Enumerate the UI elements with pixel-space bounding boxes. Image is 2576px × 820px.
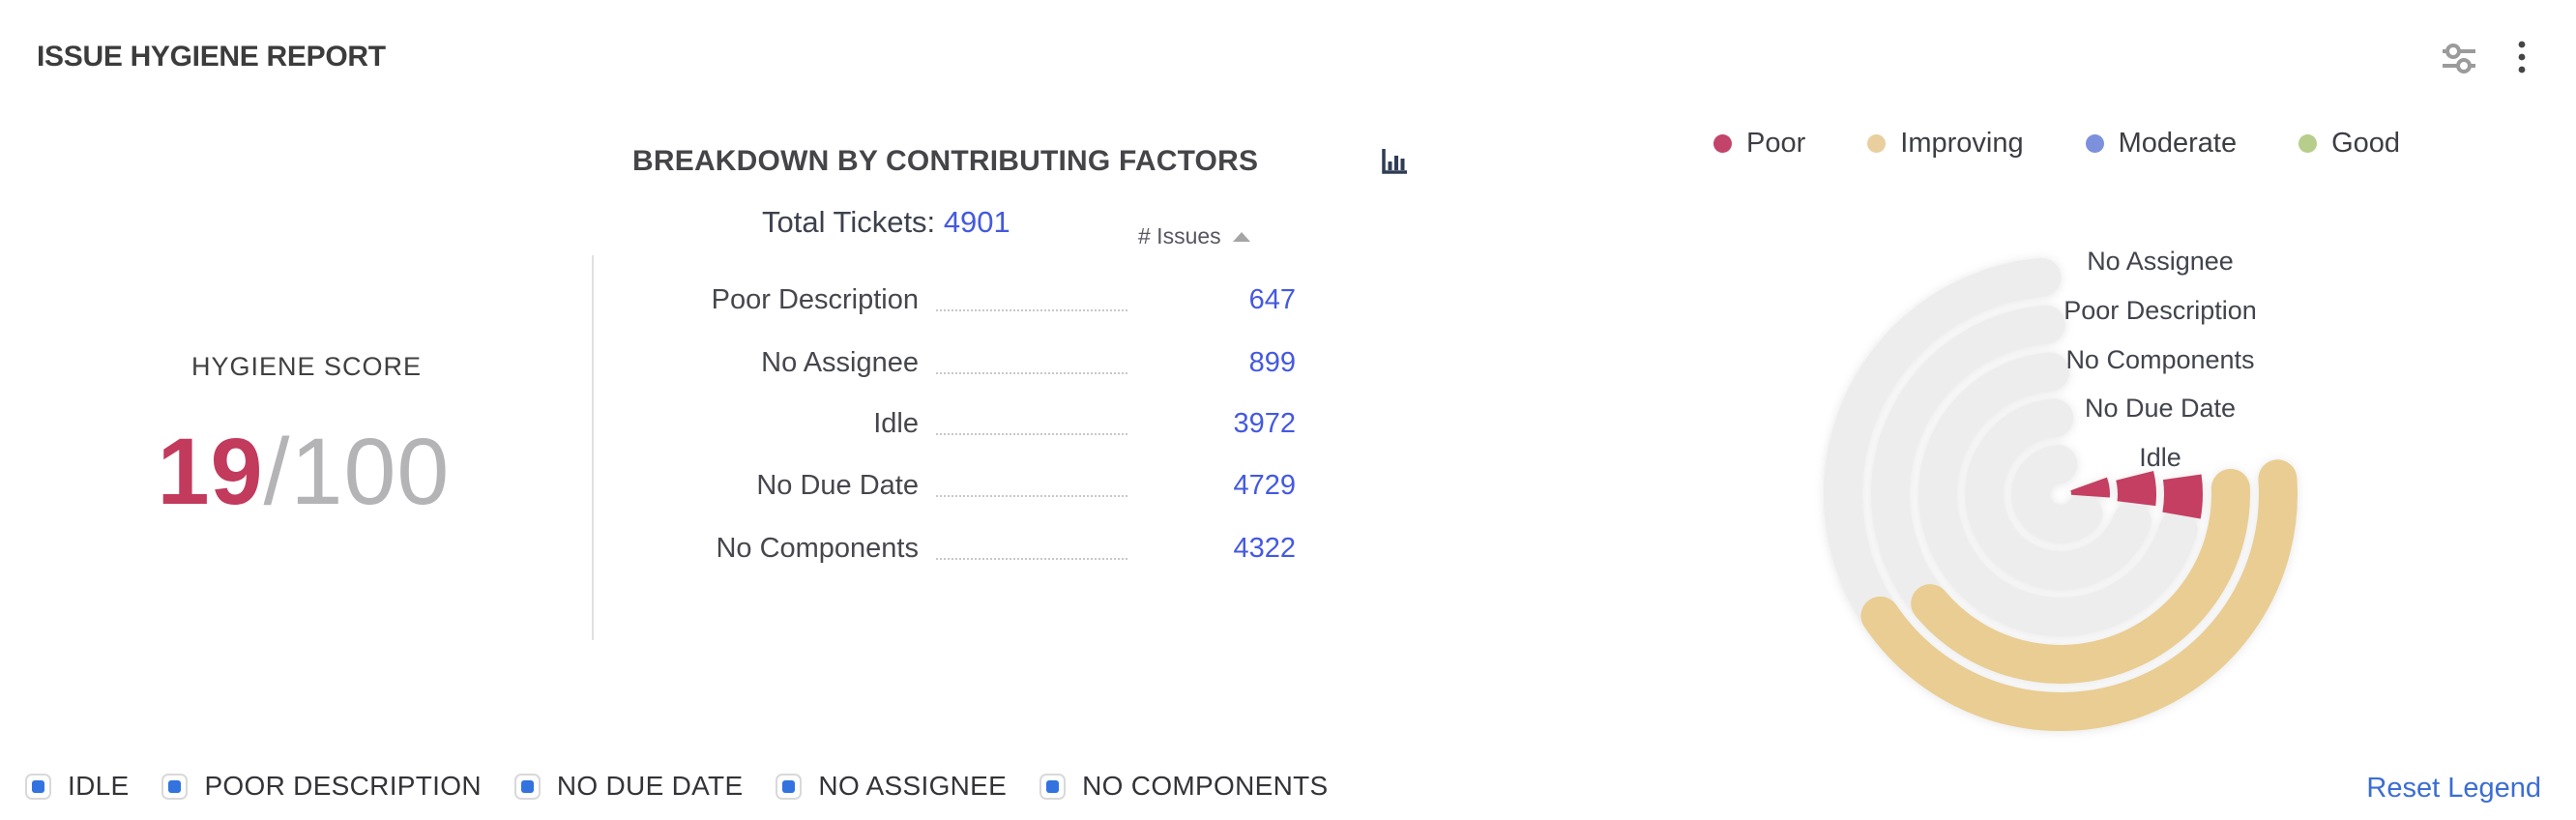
ring-label-poor-description: Poor Description [2064,296,2257,325]
factor-label: Idle [873,408,919,439]
legend-label: NO ASSIGNEE [818,771,1008,801]
filter-sliders-icon[interactable] [2440,41,2478,73]
factor-label: No Assignee [761,347,919,378]
issues-column-header[interactable]: # Issues [1138,223,1250,249]
status-legend-item-poor[interactable]: Poor [1713,128,1805,160]
bar-chart-icon[interactable] [1380,148,1409,175]
total-tickets: Total Tickets: 4901 [762,205,1010,240]
status-label: Poor [1746,128,1806,159]
factor-value[interactable]: 4729 [1233,470,1296,501]
table-row: No Assignee 899 [542,347,1296,386]
poor-dot-icon [1713,134,1732,153]
status-label: Good [2331,128,2401,159]
ring-label-no-components: No Components [2065,345,2255,374]
kebab-menu-icon[interactable] [2512,37,2532,77]
dotted-leader [936,309,1127,311]
good-dot-icon [2298,134,2318,153]
table-row: No Components 4322 [542,533,1296,571]
factor-value[interactable]: 3972 [1233,408,1296,439]
vertical-divider [592,255,594,640]
factor-label: No Components [716,533,919,564]
hygiene-score-max: /100 [263,419,451,524]
improving-dot-icon [1867,134,1887,153]
table-row: Idle 3972 [542,408,1296,447]
table-row: Poor Description 647 [542,284,1296,323]
legend-item-no-assignee[interactable]: NO ASSIGNEE [776,771,1007,802]
status-legend-item-improving[interactable]: Improving [1867,128,2024,160]
hygiene-score-value: 19 [157,419,264,524]
legend-label: IDLE [68,771,130,801]
factor-value[interactable]: 899 [1248,347,1296,378]
series-legend: IDLE POOR DESCRIPTION NO DUE DATE NO ASS… [25,771,1328,802]
legend-item-poor-description[interactable]: POOR DESCRIPTION [161,771,482,802]
breakdown-heading: BREAKDOWN BY CONTRIBUTING FACTORS [632,145,1259,177]
dotted-leader [936,372,1127,374]
factor-label: Poor Description [711,284,919,315]
legend-item-no-due-date[interactable]: NO DUE DATE [513,771,744,802]
status-legend-item-moderate[interactable]: Moderate [2085,128,2238,160]
checkbox-icon[interactable] [161,773,189,800]
checkbox-icon[interactable] [513,773,541,800]
checkbox-icon[interactable] [1039,773,1067,800]
legend-item-idle[interactable]: IDLE [25,771,129,802]
dotted-leader [936,558,1127,560]
hygiene-score-label: HYGIENE SCORE [190,352,423,381]
legend-label: NO DUE DATE [556,771,744,801]
dotted-leader [936,495,1127,497]
factor-value[interactable]: 4322 [1233,533,1296,564]
factor-label: No Due Date [756,470,919,501]
total-tickets-label: Total Tickets: [762,205,936,239]
checkbox-icon[interactable] [25,773,51,800]
legend-label: NO COMPONENTS [1082,771,1329,801]
moderate-dot-icon [2085,134,2104,153]
issues-header-label: # Issues [1138,223,1221,249]
total-tickets-value[interactable]: 4901 [943,205,1010,239]
page-title: ISSUE HYGIENE REPORT [37,41,386,73]
status-legend: Poor Improving Moderate Good [1713,128,2400,160]
factor-value[interactable]: 647 [1248,284,1296,315]
ring-label-no-assignee: No Assignee [2087,247,2234,276]
sort-ascending-icon [1232,231,1250,242]
table-row: No Due Date 4729 [542,470,1296,509]
hygiene-score: 19/100 [101,414,507,558]
legend-item-no-components[interactable]: NO COMPONENTS [1039,771,1328,802]
ring-label-idle: Idle [2139,443,2181,472]
dotted-leader [936,433,1127,435]
checkbox-icon[interactable] [776,773,803,800]
ring-label-no-due-date: No Due Date [2084,394,2237,423]
status-label: Moderate [2118,128,2238,159]
radial-bar-chart[interactable] [1804,238,2317,750]
reset-legend-link[interactable]: Reset Legend [2366,773,2541,804]
status-label: Improving [1900,128,2024,159]
legend-label: POOR DESCRIPTION [204,771,482,801]
status-legend-item-good[interactable]: Good [2298,128,2400,160]
